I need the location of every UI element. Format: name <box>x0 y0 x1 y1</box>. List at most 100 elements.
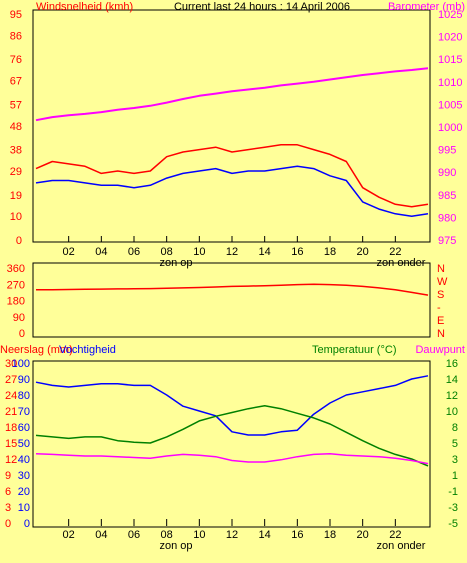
wind-xtick-label-7: 16 <box>291 246 303 258</box>
wind-panel: Windsnelheid (kmh) Current last 24 hours… <box>10 1 465 269</box>
direction-y-ticks: 0 90 180 270 360 <box>7 263 25 340</box>
wind-xtick-label-10: 22 <box>389 246 401 258</box>
vochtigheid-ytick-7: 70 <box>18 406 30 418</box>
compass-label-5: N <box>437 328 445 340</box>
wind-ytick-7: 67 <box>10 76 22 88</box>
neerslag-ytick-4: 12 <box>5 454 17 466</box>
compass-label-4: E <box>437 315 444 327</box>
wind-xtick-label-6: 14 <box>259 246 271 258</box>
vochtigheid-line <box>35 375 429 436</box>
temperatuur-ytick-5: 5 <box>452 438 458 450</box>
hum-xtick-label-7: 16 <box>291 529 303 541</box>
direction-panel: 0 90 180 270 360 NWS-EN <box>7 262 448 340</box>
neerslag-ytick-5: 15 <box>5 438 17 450</box>
hum-xtick-label-9: 20 <box>357 529 369 541</box>
dir-ytick-0: 0 <box>19 328 25 340</box>
baro-ytick-9: 1020 <box>438 32 462 44</box>
wind-ytick-9: 86 <box>10 30 22 42</box>
wind-blue-line <box>35 165 429 217</box>
humidity-x-ticks: 02 04 06 08 10 12 14 16 18 20 22 <box>63 519 401 541</box>
neerslag-y-ticks: 0 3 6 9 12 15 18 21 24 27 30 <box>5 358 17 530</box>
baro-ytick-4: 995 <box>438 145 456 157</box>
hum-xtick-label-3: 08 <box>161 529 173 541</box>
dauwpunt-line <box>35 452 429 465</box>
wind-ytick-5: 48 <box>10 121 22 133</box>
neerslag-ytick-2: 6 <box>5 486 11 498</box>
humidity-temp-panel: Neerslag (mm) Vochtigheid Temperatuur (°… <box>0 344 465 552</box>
baro-ytick-1: 980 <box>438 212 456 224</box>
vochtigheid-ytick-2: 20 <box>18 486 30 498</box>
wind-xtick-label-4: 10 <box>193 246 205 258</box>
wind-panel-frame <box>32 9 431 243</box>
hum-xtick-label-8: 18 <box>324 529 336 541</box>
dir-ytick-2: 180 <box>7 296 25 308</box>
barometer-y-ticks: 975 980 985 990 995 1000 1005 1010 1015 1020 1025 <box>438 9 462 247</box>
baro-ytick-5: 1000 <box>438 122 462 134</box>
direction-panel-frame <box>32 262 431 338</box>
sunrise-label-bottom: zon op <box>159 540 192 552</box>
baro-ytick-2: 985 <box>438 190 456 202</box>
temperatuur-ylabel: Temperatuur (°C) <box>312 344 396 356</box>
wind-ytick-0: 0 <box>16 235 22 247</box>
dir-ytick-3: 270 <box>7 279 25 291</box>
neerslag-ytick-7: 21 <box>5 406 17 418</box>
temperatuur-ytick-10: 16 <box>446 358 458 370</box>
temperatuur-ytick-7: 10 <box>446 406 458 418</box>
vochtigheid-ytick-9: 90 <box>18 374 30 386</box>
temperatuur-ytick-2: -1 <box>448 486 458 498</box>
temperatuur-ytick-9: 14 <box>446 374 458 386</box>
baro-ytick-3: 990 <box>438 167 456 179</box>
dir-ytick-1: 90 <box>13 312 25 324</box>
neerslag-ytick-10: 30 <box>5 358 17 370</box>
direction-series <box>36 283 429 296</box>
dauwpunt-ylabel: Dauwpunt <box>415 344 465 356</box>
neerslag-ytick-3: 9 <box>5 470 11 482</box>
baro-ytick-10: 1025 <box>438 9 462 21</box>
baro-ytick-7: 1010 <box>438 77 462 89</box>
barometer-line <box>35 67 429 122</box>
vochtigheid-ytick-10: 100 <box>12 358 30 370</box>
compass-label-1: W <box>437 276 448 288</box>
compass-label-0: N <box>437 263 445 275</box>
compass-label-3: - <box>437 302 441 314</box>
humidity-temp-series <box>35 375 429 467</box>
temperatuur-ytick-8: 12 <box>446 390 458 402</box>
humidity-temp-panel-frame <box>32 360 431 528</box>
barometer-ylabel: Barometer (mb) <box>388 1 465 13</box>
wind-xtick-label-5: 12 <box>226 246 238 258</box>
wind-xtick-label-1: 04 <box>95 246 107 258</box>
wind-ylabel: Windsnelheid (kmh) <box>36 1 133 13</box>
temperatuur-ytick-1: -3 <box>448 502 458 514</box>
hum-xtick-label-5: 12 <box>226 529 238 541</box>
dir-ytick-4: 360 <box>7 263 25 275</box>
temperatuur-ytick-3: 1 <box>452 470 458 482</box>
vochtigheid-ytick-1: 10 <box>18 502 30 514</box>
neerslag-ytick-9: 27 <box>5 374 17 386</box>
baro-ytick-8: 1015 <box>438 54 462 66</box>
wind-ytick-2: 19 <box>10 190 22 202</box>
hum-xtick-label-2: 06 <box>128 529 140 541</box>
wind-ytick-6: 57 <box>10 99 22 111</box>
neerslag-ytick-8: 24 <box>5 390 17 402</box>
neerslag-ytick-6: 18 <box>5 422 17 434</box>
wind-direction-line <box>36 283 429 296</box>
temperatuur-ytick-4: 3 <box>452 454 458 466</box>
windsnelheid-line <box>35 144 429 208</box>
temperatuur-line <box>35 404 429 467</box>
temperatuur-y-ticks: -5 -3 -1 1 3 5 8 10 12 14 16 <box>446 358 458 530</box>
neerslag-ytick-1: 3 <box>5 502 11 514</box>
wind-ytick-10: 95 <box>10 9 22 21</box>
vochtigheid-ytick-3: 30 <box>18 470 30 482</box>
hum-xtick-label-6: 14 <box>259 529 271 541</box>
hum-xtick-label-10: 22 <box>389 529 401 541</box>
wind-ytick-3: 29 <box>10 166 22 178</box>
temperatuur-ytick-0: -5 <box>448 518 458 530</box>
wind-series <box>35 67 429 217</box>
wind-ytick-4: 38 <box>10 145 22 157</box>
vochtigheid-ytick-6: 60 <box>18 422 30 434</box>
vochtigheid-ylabel: Vochtigheid <box>59 344 116 356</box>
direction-compass-labels: NWS-EN <box>437 263 448 340</box>
wind-xtick-label-2: 06 <box>128 246 140 258</box>
